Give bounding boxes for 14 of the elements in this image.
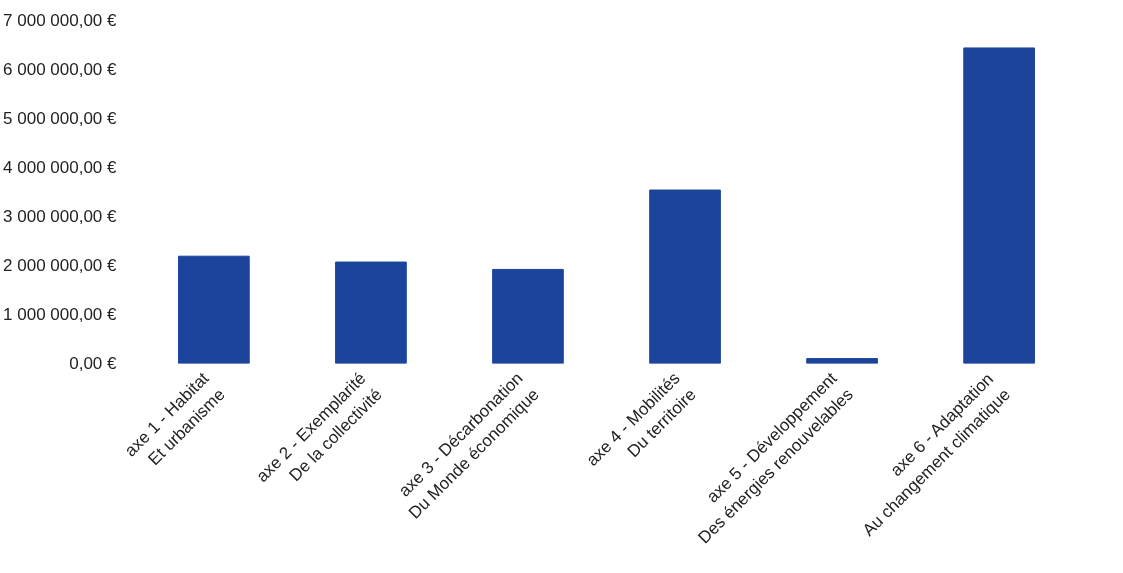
y-tick-label: 4 000 000,00 € xyxy=(3,158,118,177)
bar xyxy=(649,189,721,364)
y-tick-label: 7 000 000,00 € xyxy=(3,11,118,30)
y-tick-label: 2 000 000,00 € xyxy=(3,256,118,275)
y-tick-label: 6 000 000,00 € xyxy=(3,60,118,79)
y-tick-label: 5 000 000,00 € xyxy=(3,109,118,128)
y-tick-label: 1 000 000,00 € xyxy=(3,305,118,324)
y-tick-label: 0,00 € xyxy=(69,354,118,373)
bar xyxy=(178,255,250,364)
bar xyxy=(335,261,407,364)
bar xyxy=(492,268,564,364)
bar xyxy=(963,47,1035,364)
y-tick-label: 3 000 000,00 € xyxy=(3,207,118,226)
bar xyxy=(806,358,878,364)
